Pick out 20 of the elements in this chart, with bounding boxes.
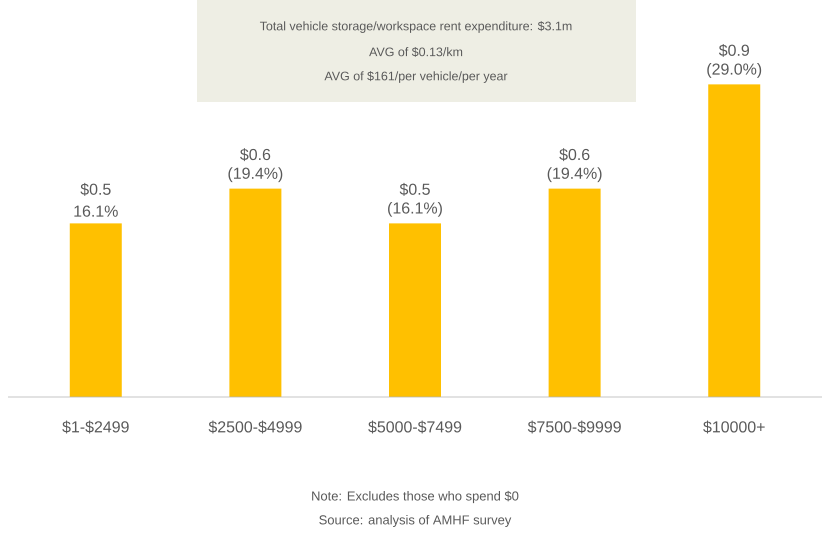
x-tick-label: $5000-$7499	[368, 420, 462, 434]
data-label: $0.9	[718, 44, 749, 57]
annotation: (19.4%)	[548, 167, 602, 182]
text: AVG of $161/per vehicle/per year	[324, 71, 508, 83]
x-tick-label: $1-$2499	[62, 420, 129, 434]
annotation: (19.4%)	[228, 167, 282, 182]
source-note: Source: analysis of AMHF survey	[319, 514, 512, 528]
x-tick-label: $7500-$9999	[528, 420, 621, 434]
annotation: (16.1%)	[388, 202, 442, 217]
data-label: $0.5	[400, 182, 430, 196]
text: Total vehicle storage/workspace rent expenditure: $3.1m	[260, 21, 572, 33]
data-label: $0.6	[240, 148, 270, 162]
annotation: 16.1%	[74, 206, 118, 217]
x-tick-label: $10000+	[703, 420, 765, 434]
data-label: $0.6	[559, 148, 590, 162]
annotation: (29.0%)	[707, 63, 762, 78]
text: Note: Excludes those who spend $0	[312, 490, 518, 504]
x-tick-label: $2500-$4999	[208, 420, 302, 434]
text: AVG of $0.13/km	[369, 46, 462, 58]
data-label: $0.5	[80, 182, 111, 196]
